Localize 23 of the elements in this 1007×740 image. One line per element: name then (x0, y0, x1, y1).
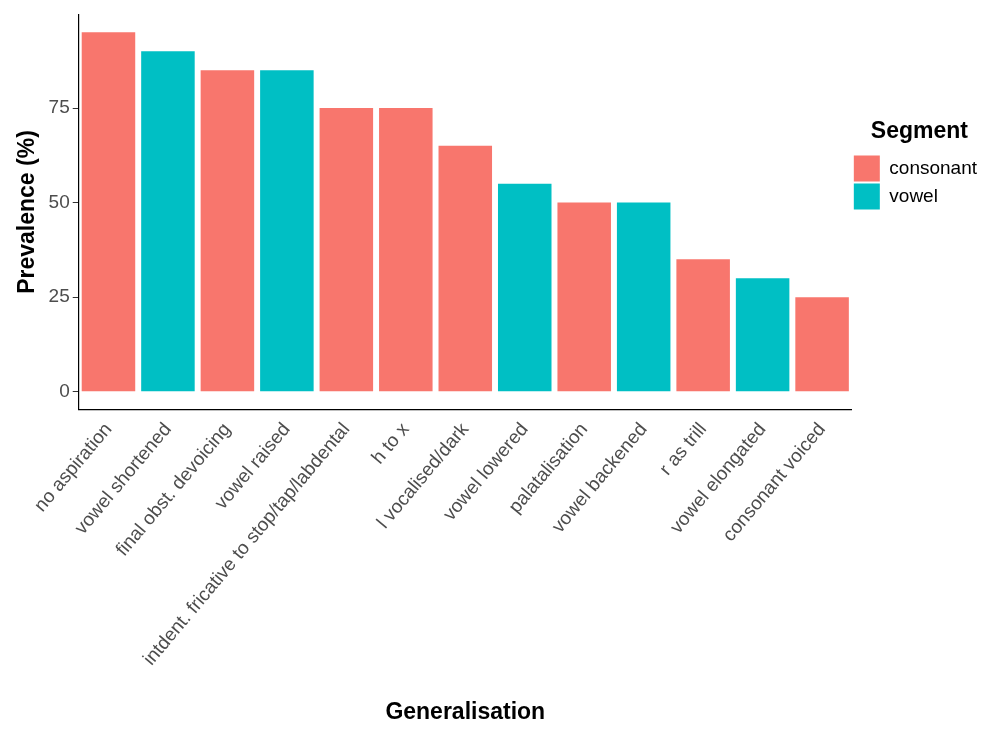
y-tick-label: 25 (48, 285, 70, 307)
legend-label: vowel (889, 184, 938, 206)
bar (557, 202, 611, 392)
bar (200, 70, 255, 392)
bar (319, 108, 374, 392)
x-tick-label: r as trill (654, 418, 711, 479)
bar (81, 32, 136, 392)
bar (260, 70, 314, 392)
y-tick-label: 50 (48, 190, 70, 212)
bar (795, 297, 849, 392)
bar (616, 202, 671, 392)
y-tick-label: 0 (59, 379, 70, 401)
bar (141, 51, 195, 392)
y-tick-label: 75 (48, 96, 70, 118)
bar (735, 278, 790, 392)
bar (676, 259, 730, 392)
legend-label: consonant (889, 156, 978, 178)
y-axis-title: Prevalence (%) (13, 130, 40, 294)
x-axis-title: Generalisation (385, 697, 546, 724)
bar (497, 183, 552, 392)
bar (379, 108, 433, 392)
legend-title: Segment (870, 116, 969, 143)
bar (438, 145, 493, 392)
